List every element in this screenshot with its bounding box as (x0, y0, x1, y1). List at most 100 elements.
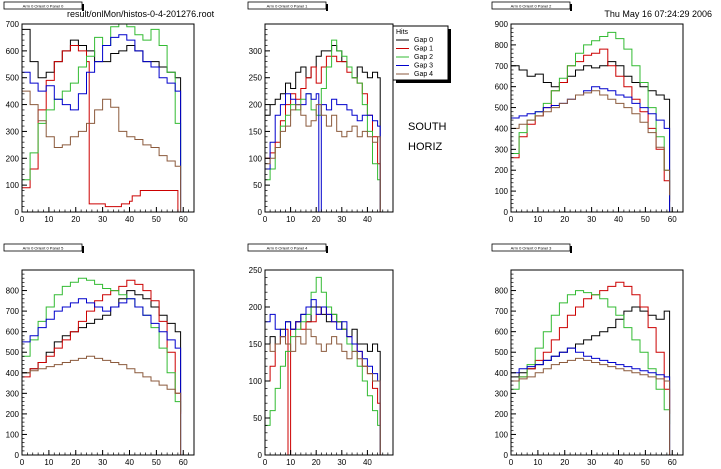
x-tick-label: 20 (71, 458, 80, 467)
panel-3: Arm 0 Orient 0 Panel 50 10 20 30 40 50 6001002… (3, 243, 195, 467)
x-tick-label: 30 (587, 458, 596, 467)
y-tick-label: 100 (249, 377, 263, 386)
x-tick-label: 30 (337, 215, 346, 224)
plot-frame (264, 23, 394, 213)
y-tick-label: 600 (6, 47, 20, 56)
series-gap-4 (22, 355, 182, 455)
y-tick-label: 600 (495, 83, 509, 92)
panel-title: Arm 0 Orient 0 Panel 3 (511, 246, 552, 251)
x-tick-label: 50 (641, 215, 650, 224)
x-tick-label: 20 (312, 458, 321, 467)
panel-2: Arm 0 Orient 0 Panel 20 10 20 30 40 50 6001002… (491, 1, 684, 224)
y-tick-label: 50 (253, 414, 262, 423)
x-tick-label: 60 (668, 215, 677, 224)
series-gap-1 (22, 279, 182, 414)
y-tick-label: 100 (6, 430, 20, 439)
y-tick-label: 150 (249, 127, 263, 136)
y-tick-label: 500 (6, 74, 20, 83)
series-gap-1 (22, 45, 181, 213)
y-tick-label: 600 (6, 328, 20, 337)
panel-title-shadow (82, 4, 84, 11)
x-tick-label: 20 (560, 215, 569, 224)
series-gap-0 (265, 45, 381, 212)
y-tick-label: 0 (504, 451, 509, 460)
x-tick-label: 40 (363, 215, 372, 224)
y-tick-label: 200 (495, 166, 509, 175)
panel-title: Arm 0 Orient 0 Panel 2 (511, 4, 552, 9)
x-tick-label: 50 (152, 215, 161, 224)
x-tick-label: 0 (20, 458, 25, 467)
y-tick-label: 100 (495, 187, 509, 196)
series-gap-4 (265, 104, 381, 212)
legend-title: Hits (396, 29, 409, 36)
annotation-horiz: HORIZ (408, 141, 443, 153)
y-tick-label: 300 (495, 389, 509, 398)
panel-1: Arm 0 Orient 0 Panel 1 0 10 20 30 40 0 50 100 150… (247, 1, 394, 224)
y-tick-label: 0 (15, 451, 20, 460)
x-tick-label: 60 (179, 215, 188, 224)
panel-title-shadow (570, 4, 572, 11)
panel-title: Arm 0 Orient 0 Panel 0 (23, 4, 64, 9)
panel-title-shadow (326, 4, 328, 11)
y-tick-label: 100 (249, 154, 263, 163)
x-tick-label: 0 (20, 215, 25, 224)
y-tick-label: 100 (495, 430, 509, 439)
root-filename: result/onlMon/histos-0-4-201276.root (67, 9, 215, 19)
legend-entry: Gap 2 (414, 54, 433, 61)
y-tick-label: 150 (249, 340, 263, 349)
series-gap-3 (511, 347, 671, 455)
y-tick-label: 500 (495, 104, 509, 113)
y-tick-label: 700 (6, 307, 20, 316)
legend-entry: Gap 4 (414, 71, 433, 78)
y-tick-label: 900 (495, 20, 509, 29)
x-tick-label: 0 (263, 215, 268, 224)
x-tick-label: 0 (509, 458, 514, 467)
series-gap-2 (265, 39, 381, 212)
series-gap-3 (22, 34, 182, 212)
panel-0: Arm 0 Orient 0 Panel 00 10 20 30 40 50 6001002… (3, 1, 195, 224)
y-tick-label: 200 (6, 154, 20, 163)
x-tick-label: 40 (125, 215, 134, 224)
y-tick-label: 800 (495, 287, 509, 296)
y-tick-label: 300 (249, 47, 263, 56)
panel-title-shadow (82, 246, 84, 253)
panel-title-shadow (326, 246, 328, 253)
x-tick-label: 0 (509, 215, 514, 224)
x-tick-label: 10 (286, 458, 295, 467)
y-tick-label: 250 (249, 266, 263, 275)
x-tick-label: 40 (614, 215, 623, 224)
y-tick-label: 300 (495, 145, 509, 154)
series-gap-3 (511, 86, 671, 212)
series-gap-3 (22, 298, 182, 455)
panel-title: Arm 0 Orient 0 Panel 5 (23, 246, 64, 251)
x-tick-label: 30 (98, 215, 107, 224)
panel-4: Arm 0 Orient 0 Panel 4 0 10 20 30 40 0 50 100 150… (247, 243, 394, 467)
y-tick-label: 300 (6, 127, 20, 136)
series-gap-3 (265, 299, 381, 455)
legend-entry: Gap 3 (414, 63, 433, 70)
plot-frame (264, 269, 394, 456)
series-gap-4 (265, 328, 381, 455)
y-tick-label: 0 (15, 208, 20, 217)
x-tick-label: 10 (44, 458, 53, 467)
x-tick-label: 10 (533, 215, 542, 224)
series-gap-4 (511, 90, 671, 196)
panel-title: Arm 0 Orient 0 Panel 1 (267, 4, 308, 9)
y-tick-label: 700 (495, 62, 509, 71)
y-tick-label: 500 (6, 348, 20, 357)
x-tick-label: 40 (125, 458, 134, 467)
series-gap-2 (22, 277, 182, 412)
x-tick-label: 60 (668, 458, 677, 467)
x-tick-label: 40 (363, 458, 372, 467)
y-tick-label: 800 (495, 41, 509, 50)
y-tick-label: 50 (253, 181, 262, 190)
annotation-south: SOUTH (408, 121, 447, 133)
x-tick-label: 20 (560, 458, 569, 467)
series-gap-4 (511, 357, 671, 455)
y-tick-label: 600 (495, 328, 509, 337)
x-tick-label: 40 (614, 458, 623, 467)
x-tick-label: 20 (71, 215, 80, 224)
